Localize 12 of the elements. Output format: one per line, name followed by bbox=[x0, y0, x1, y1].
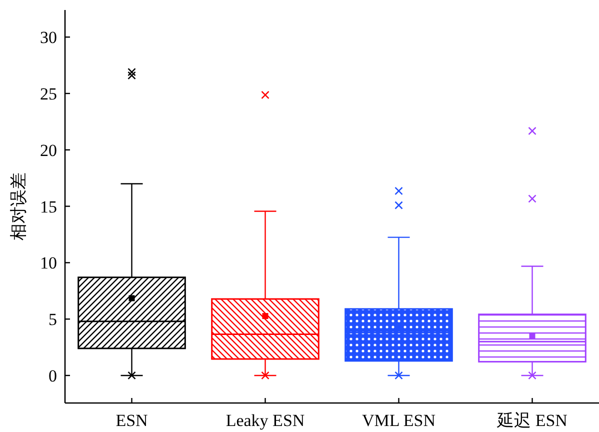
y-tick-label: 30 bbox=[40, 28, 57, 48]
y-tick-label: 5 bbox=[48, 310, 57, 330]
x-tick-label: VML ESN bbox=[362, 411, 436, 430]
x-tick-label: Leaky ESN bbox=[226, 411, 305, 430]
y-tick-label: 20 bbox=[40, 140, 57, 160]
x-tick-label: 延迟 ESN bbox=[496, 411, 568, 430]
y-tick-label: 15 bbox=[40, 197, 57, 216]
y-tick-label: 0 bbox=[48, 366, 57, 386]
y-axis-title: 相对误差 bbox=[9, 172, 28, 240]
x-tick-label: ESN bbox=[116, 411, 148, 430]
y-tick-label: 25 bbox=[40, 84, 57, 104]
y-tick-label: 10 bbox=[40, 254, 57, 273]
